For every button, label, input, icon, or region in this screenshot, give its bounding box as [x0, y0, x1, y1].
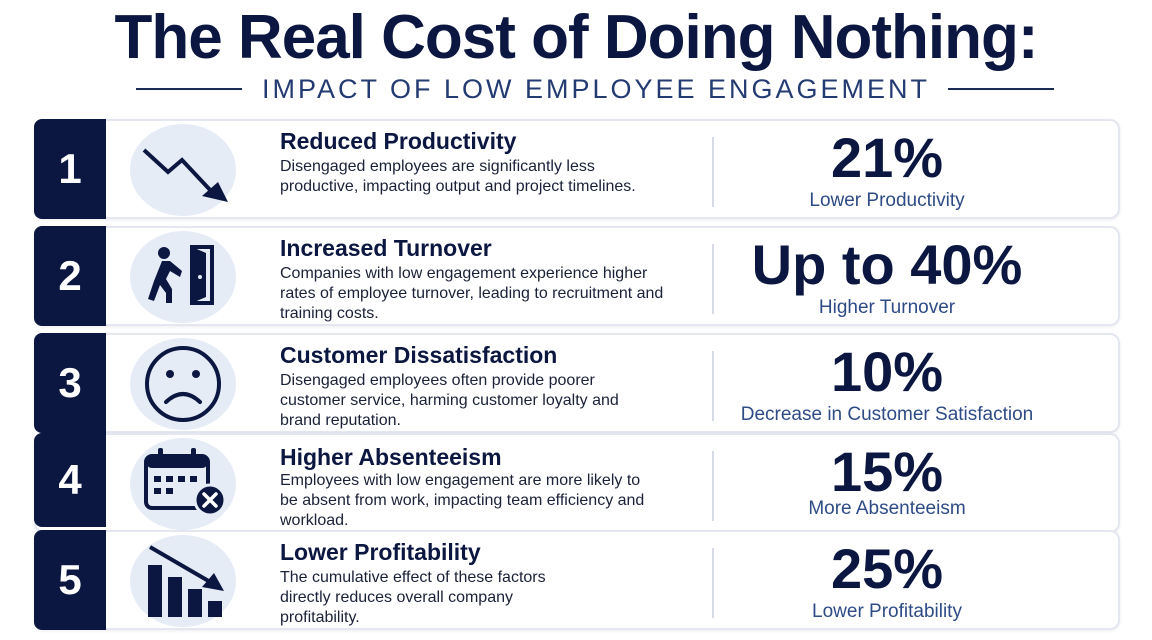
row-title: Reduced Productivity: [280, 128, 517, 154]
person-exiting-door-icon: [130, 231, 236, 323]
row-stat: 25%: [830, 537, 944, 600]
page-title: The Real Cost of Doing Nothing:: [114, 3, 1038, 72]
row-stat-label: Higher Turnover: [818, 297, 956, 318]
row-divider: [712, 548, 714, 618]
impact-row-3: 3 Customer Dissatisfaction Disengaged em…: [34, 333, 1120, 433]
row-divider: [712, 137, 714, 207]
row-divider: [712, 451, 714, 521]
row-stat-label: Lower Profitability: [812, 601, 962, 622]
row-stat: Up to 40%: [751, 233, 1023, 296]
row-stat: 10%: [830, 340, 944, 403]
impact-row-2: 2 Increased Turnover Companies with low …: [34, 226, 1120, 326]
subtitle-bar: IMPACT OF LOW EMPLOYEE ENGAGEMENT: [0, 70, 1152, 108]
page-subtitle: IMPACT OF LOW EMPLOYEE ENGAGEMENT: [261, 74, 931, 104]
row-number: 5: [34, 530, 106, 630]
row-title: Customer Dissatisfaction: [280, 342, 558, 368]
subtitle-rule-right: [948, 88, 1054, 90]
row-title: Lower Profitability: [280, 539, 481, 565]
impact-row-1: 1 Reduced Productivity Disengaged employ…: [34, 119, 1120, 219]
row-description: The cumulative effect of these factors d…: [280, 569, 546, 626]
row-description: Employees with low engagement are more l…: [280, 472, 645, 529]
declining-bar-chart-icon: [130, 535, 236, 627]
row-divider: [712, 244, 714, 314]
sad-face-icon: [130, 338, 236, 430]
row-number: 2: [34, 226, 106, 326]
row-stat-label: More Absenteeism: [808, 498, 966, 519]
calendar-cancel-icon: [130, 438, 236, 530]
impact-row-5: 5 Lower Profitability The cumulative eff…: [34, 530, 1120, 630]
row-description: Disengaged employees often provide poore…: [280, 372, 619, 429]
row-description: Disengaged employees are significantly l…: [280, 158, 636, 195]
row-number: 4: [34, 433, 106, 527]
row-divider: [712, 351, 714, 421]
row-stat-label: Lower Productivity: [809, 190, 965, 211]
row-title: Higher Absenteeism: [280, 444, 502, 470]
subtitle-rule-left: [136, 88, 242, 90]
row-description: Companies with low engagement experience…: [280, 265, 664, 322]
row-stat: 15%: [830, 440, 944, 503]
trend-down-arrow-icon: [130, 124, 236, 216]
row-title: Increased Turnover: [280, 235, 492, 261]
row-number: 1: [34, 119, 106, 219]
row-stat-label: Decrease in Customer Satisfaction: [740, 404, 1034, 425]
row-stat: 21%: [830, 126, 944, 189]
impact-row-4: 4 Higher Absenteeism Employees with low …: [34, 433, 1120, 533]
row-number: 3: [34, 333, 106, 433]
